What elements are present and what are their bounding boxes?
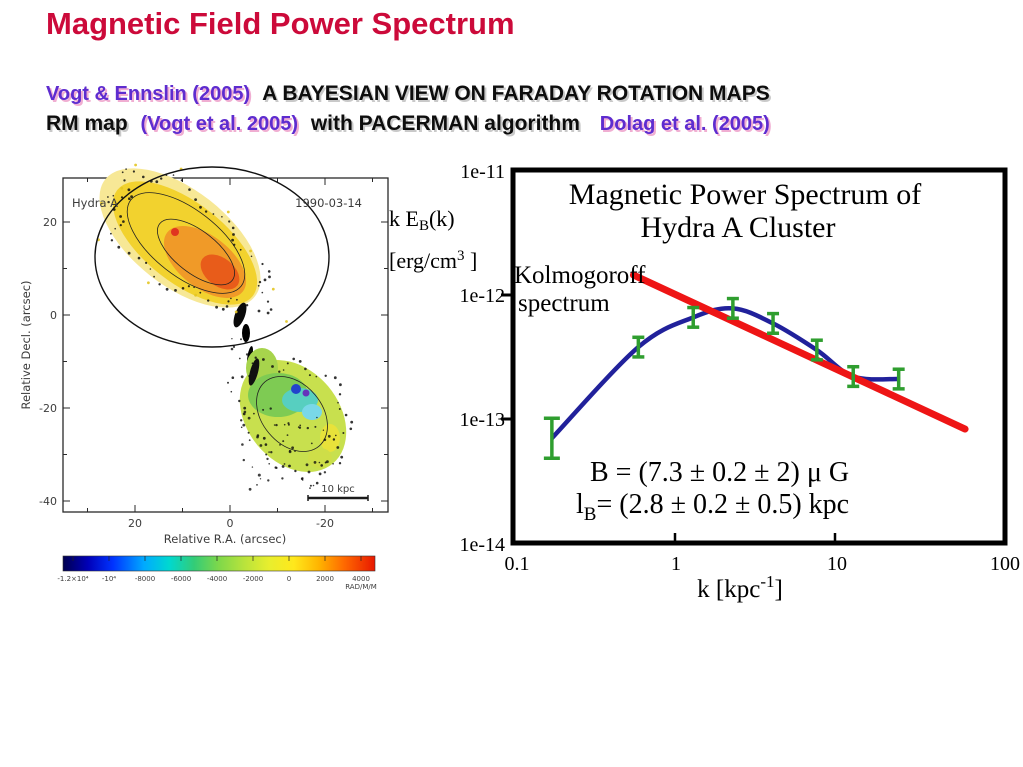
ylabel-part: k E (389, 206, 419, 231)
map-date-label: 1990-03-14 (295, 196, 362, 210)
map-scalebar: 10 kpc (307, 484, 369, 501)
b-field-annotation: B = (7.3 ± 0.2 ± 2) μ G (590, 457, 849, 488)
lb-sub: B (584, 504, 597, 525)
ylabel-part: ] (464, 248, 478, 273)
colorbar-tick-label: -4000 (207, 575, 227, 583)
map-x-tick: 20 (128, 517, 142, 530)
colorbar-tick-label: 4000 (352, 575, 370, 583)
map-axis-ticks (63, 178, 388, 512)
chart-y-tick: 1e-14 (459, 534, 505, 556)
map-colorbar: -1.2×10⁴ -10⁴ -8000 -6000 -4000 -2000 0 … (57, 555, 377, 591)
subtitle-line-2: RM map (Vogt et al. 2005) with PACERMAN … (46, 109, 1016, 139)
ylabel-sub-b: B (418, 218, 429, 234)
map-y-tick: 20 (43, 216, 57, 229)
reference-vogt-ennslin: Vogt & Ennslin (2005) (46, 83, 251, 105)
colorbar-tick-label: -1.2×10⁴ (57, 575, 88, 583)
colorbar-tick-label: 0 (287, 575, 291, 583)
colorbar-tick-label: -6000 (171, 575, 191, 583)
subtitle-line1-text: A BAYESIAN VIEW ON FARADAY ROTATION MAPS (262, 82, 770, 105)
chart-y-tick: 1e-11 (460, 161, 505, 183)
map-y-tick: -20 (39, 402, 57, 415)
xlabel-sup: -1 (760, 572, 774, 591)
map-x-tick: 0 (227, 517, 234, 530)
chart-axis-ticks (501, 293, 837, 543)
xlabel-part: k [kpc (697, 576, 760, 603)
chart-y-tick: 1e-13 (459, 409, 505, 431)
ylabel-part: [erg/cm (389, 248, 458, 273)
colorbar-tick-label: -10⁴ (102, 575, 116, 583)
chart-x-tick: 0.1 (505, 553, 530, 575)
error-bars (543, 296, 905, 460)
reference-dolag-2005: Dolag et al. (2005) (599, 113, 770, 135)
chart-title-line2: Hydra A Cluster (641, 211, 836, 244)
lb-annotation: lB= (2.8 ± 0.2 ± 0.5) kpc (576, 489, 849, 525)
colorbar-tick-label: 2000 (316, 575, 334, 583)
south-lobe-speckles (227, 356, 354, 491)
subtitle-line-1: Vogt & Ennslin (2005) A BAYESIAN VIEW ON… (46, 79, 1016, 109)
highlight-ellipse (94, 166, 330, 348)
ylabel-part: (k) (428, 206, 455, 231)
reference-vogt-2005: (Vogt et al. 2005) (140, 113, 298, 135)
colorbar-tick-label: -2000 (243, 575, 263, 583)
ylabel-sup-3: 3 (457, 248, 465, 264)
map-scalebar-label: 10 kpc (321, 484, 355, 495)
rm-map-label: RM map (46, 112, 128, 135)
map-ylabel: Relative Decl. (arcsec) (19, 281, 33, 410)
kolmogorov-label-line1: Kolmogoroff (514, 262, 646, 289)
chart-plot-box (510, 167, 1008, 546)
subtitle-block: Vogt & Ennslin (2005) A BAYESIAN VIEW ON… (46, 79, 1016, 139)
map-y-tick: -40 (39, 495, 57, 508)
map-y-tick: 0 (50, 309, 57, 322)
north-lobe-speckles (97, 163, 288, 323)
chart-ylabel: k EB(k) [erg/cm3 ] (389, 204, 477, 276)
colorbar-unit-label: RAD/M/M (345, 583, 377, 591)
colorbar-gradient (62, 555, 376, 572)
power-spectrum-chart: Magnetic Power Spectrum of Hydra A Clust… (459, 161, 1020, 603)
pacerman-text: with PACERMAN algorithm (310, 112, 580, 135)
map-source-label: Hydra A (72, 196, 118, 210)
map-x-tick: -20 (316, 517, 334, 530)
kolmogorov-label-line2: spectrum (518, 290, 610, 317)
xlabel-part: ] (775, 576, 783, 603)
page-title: Magnetic Field Power Spectrum (46, 6, 515, 41)
chart-x-tick: 10 (827, 553, 847, 575)
chart-x-tick: 100 (990, 553, 1020, 575)
rm-map-figure: Hydra A 1990-03-14 20 0 -20 -40 20 0 -20… (19, 163, 389, 591)
chart-x-tick: 1 (671, 553, 681, 575)
kolmogorov-spectrum-line (629, 271, 969, 433)
north-lobe-blob (99, 168, 261, 328)
colorbar-tick-label: -8000 (135, 575, 155, 583)
chart-y-tick: 1e-12 (459, 285, 505, 307)
map-xlabel: Relative R.A. (arcsec) (164, 532, 286, 546)
colorbar-ticks (72, 556, 362, 561)
chart-title-line1: Magnetic Power Spectrum of (569, 178, 921, 211)
lb-prefix: l (576, 489, 584, 520)
lb-rest: = (2.8 ± 0.2 ± 0.5) kpc (596, 489, 849, 520)
chart-xlabel: k [kpc-1] (697, 572, 783, 603)
